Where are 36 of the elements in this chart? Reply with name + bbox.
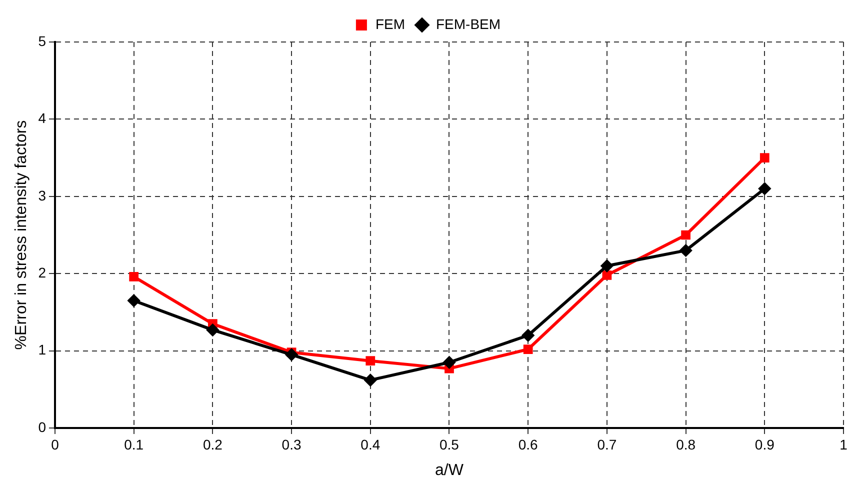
point (600, 260, 613, 272)
x-tick-label: 0.2 (202, 436, 223, 452)
x-tick-label: 0.3 (282, 436, 302, 452)
y-tick-label: 2 (38, 264, 46, 280)
point (758, 182, 771, 195)
point (443, 356, 456, 368)
x-tick-label: 0.8 (676, 436, 696, 452)
x-tick-label: 0 (51, 436, 60, 452)
point (522, 329, 534, 342)
point (366, 356, 376, 366)
x-axis-title: a/W (435, 462, 464, 479)
point (680, 244, 692, 256)
point (602, 270, 612, 280)
x-tick-label: 0.9 (754, 436, 775, 452)
x-tick-label: 1 (840, 436, 848, 452)
point (206, 324, 219, 336)
point (128, 294, 140, 307)
legend-label: FEM-BEM (436, 16, 501, 32)
point (286, 348, 298, 361)
y-tick-label: 0 (38, 418, 46, 435)
y-tick-label: 4 (38, 110, 46, 126)
point (681, 230, 690, 240)
point (364, 374, 376, 386)
point (523, 344, 533, 354)
point (129, 272, 139, 282)
y-tick-label: 3 (38, 187, 46, 204)
x-tick-label: 0.7 (597, 436, 617, 452)
legend-label: FEM (375, 16, 406, 32)
x-tick-label: 0.6 (518, 436, 538, 452)
y-tick-label: 1 (38, 342, 46, 358)
y-axis-title: %Error in stress intensity factors (13, 120, 30, 350)
x-tick-label: 0.4 (360, 436, 380, 452)
y-tick-label: 5 (38, 32, 46, 49)
x-tick-label: 0.1 (124, 436, 144, 452)
point (760, 153, 770, 162)
x-tick-label: 0.5 (440, 436, 460, 452)
